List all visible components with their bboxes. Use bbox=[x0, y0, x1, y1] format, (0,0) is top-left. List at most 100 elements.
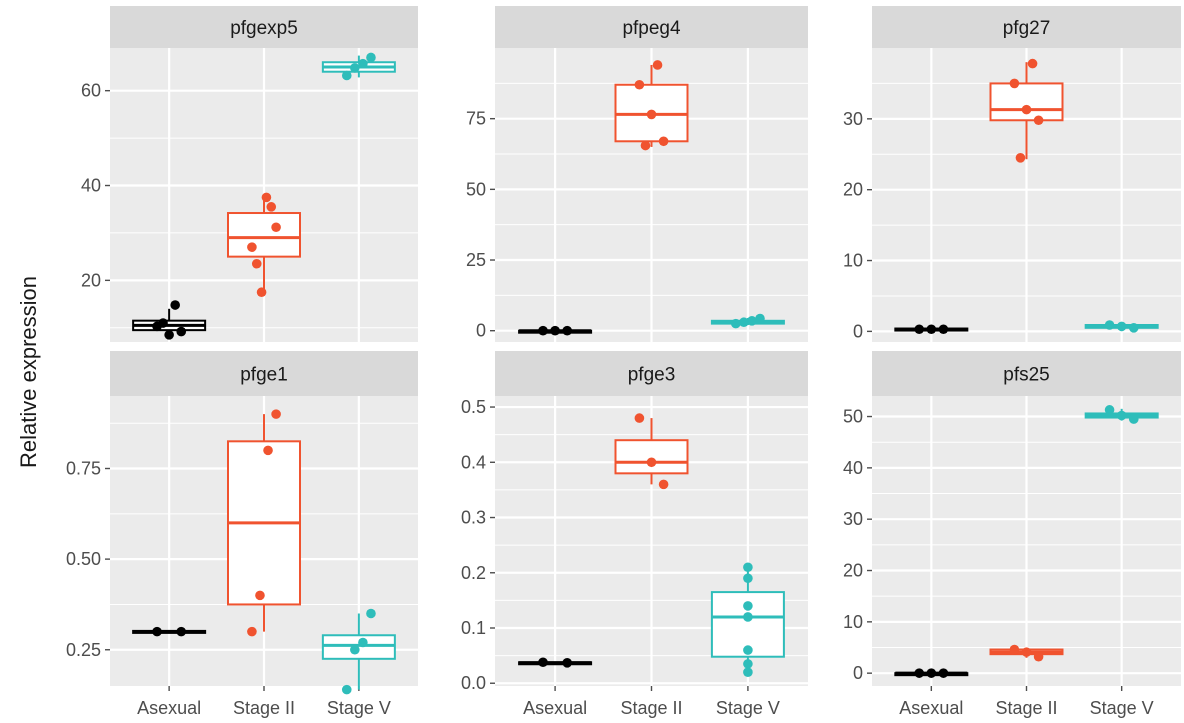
y-tick-label: 0.0 bbox=[461, 673, 486, 693]
point-pfg27-stage-ii bbox=[1033, 115, 1044, 126]
strip-pfge3 bbox=[495, 351, 808, 396]
y-tick-label: 0 bbox=[476, 321, 486, 341]
panel-pfpeg4: pfpeg4 0 25 50 75 bbox=[466, 6, 808, 342]
point-pfs25-stage-ii bbox=[1021, 647, 1032, 657]
point-pfge3-asexual bbox=[562, 658, 572, 668]
y-tick-label: 30 bbox=[843, 509, 863, 529]
point-pfgexp5-stage-v bbox=[366, 52, 376, 63]
point-pfge3-stage-ii bbox=[658, 479, 669, 490]
y-tick-label: 0.3 bbox=[461, 508, 486, 528]
y-axis-label: Relative expression bbox=[16, 276, 41, 468]
x-tick-label-asexual: Asexual bbox=[523, 698, 587, 718]
y-tick-label: 50 bbox=[843, 407, 863, 427]
point-pfg27-asexual bbox=[926, 324, 937, 335]
point-pfge3-stage-ii bbox=[634, 413, 645, 423]
point-pfgexp5-asexual bbox=[170, 300, 180, 310]
point-pfge1-stage-ii bbox=[271, 409, 281, 419]
box-pfge3-stage-ii bbox=[614, 439, 689, 475]
point-pfpeg4-stage-v bbox=[755, 313, 765, 324]
strip-pfg27 bbox=[872, 6, 1181, 48]
point-pfgexp5-asexual bbox=[176, 326, 187, 337]
strip-title-pfge1: pfge1 bbox=[240, 365, 288, 386]
point-pfgexp5-stage-v bbox=[350, 63, 360, 73]
y-tick-label: 40 bbox=[81, 176, 101, 196]
point-pfgexp5-stage-ii bbox=[256, 287, 267, 298]
point-pfge3-stage-v bbox=[743, 667, 753, 677]
point-pfge3-stage-ii bbox=[646, 457, 657, 468]
strip-pfpeg4 bbox=[495, 6, 808, 48]
y-tick-label: 0.5 bbox=[461, 397, 486, 417]
point-pfgexp5-stage-ii bbox=[247, 242, 257, 252]
y-tick-label: 60 bbox=[81, 81, 101, 101]
point-pfgexp5-stage-ii bbox=[251, 258, 262, 269]
y-tick-label: 20 bbox=[843, 180, 863, 200]
point-pfgexp5-stage-v bbox=[341, 70, 352, 81]
point-pfpeg4-stage-ii bbox=[652, 60, 663, 70]
y-tick-label: 20 bbox=[843, 561, 863, 581]
box-pfge1-stage-v bbox=[321, 634, 396, 660]
point-pfge3-stage-v bbox=[743, 645, 753, 655]
x-tick-label-stage-ii: Stage II bbox=[995, 698, 1057, 718]
strip-pfge1 bbox=[110, 351, 418, 396]
panel-pfg27: pfg27 0 10 20 30 bbox=[843, 6, 1181, 342]
point-pfge1-stage-ii bbox=[255, 590, 265, 601]
point-pfg27-stage-v bbox=[1104, 320, 1115, 330]
y-tick-label: 30 bbox=[843, 109, 863, 129]
point-pfs25-stage-v bbox=[1128, 414, 1139, 424]
point-pfg27-stage-ii bbox=[1027, 58, 1038, 69]
y-tick-label: 10 bbox=[843, 251, 863, 271]
y-tick-label: 0.4 bbox=[461, 452, 486, 472]
x-tick-label-asexual: Asexual bbox=[137, 698, 201, 718]
x-tick-label-stage-ii: Stage II bbox=[233, 698, 295, 718]
point-pfpeg4-asexual bbox=[562, 325, 572, 336]
panel-pfgexp5: pfgexp5 20 40 60 bbox=[81, 6, 418, 342]
point-pfg27-stage-ii bbox=[1015, 153, 1026, 163]
point-pfge1-stage-v bbox=[366, 608, 376, 619]
box-pfg27-stage-ii bbox=[989, 82, 1064, 122]
strip-title-pfpeg4: pfpeg4 bbox=[622, 18, 681, 39]
y-tick-label: 0.1 bbox=[461, 618, 486, 638]
point-pfg27-stage-v bbox=[1116, 321, 1127, 332]
point-pfpeg4-stage-ii bbox=[640, 140, 651, 151]
point-pfge1-stage-ii bbox=[263, 445, 273, 456]
x-tick-label-stage-v: Stage V bbox=[716, 698, 780, 718]
point-pfpeg4-stage-ii bbox=[634, 79, 645, 90]
point-pfpeg4-stage-v bbox=[747, 315, 757, 326]
point-pfgexp5-stage-ii bbox=[266, 202, 277, 212]
box-pfgexp5-stage-ii bbox=[227, 212, 301, 258]
strip-pfs25 bbox=[872, 351, 1181, 396]
x-tick-label-stage-ii: Stage II bbox=[620, 698, 682, 718]
point-pfg27-stage-ii bbox=[1021, 104, 1032, 115]
panel-pfs25: pfs25 0 10 20 30 40 50 Asexual Stage II Stage V bbox=[843, 351, 1181, 718]
point-pfg27-stage-ii bbox=[1009, 78, 1020, 89]
point-pfge3-stage-v bbox=[743, 573, 753, 584]
point-pfgexp5-asexual bbox=[158, 318, 168, 328]
panel-pfge1: pfge1 0.25 0.50 0.75 Asexual Stage II Stage V bbox=[66, 351, 418, 718]
y-tick-label: 40 bbox=[843, 458, 863, 478]
x-tick-label-stage-v: Stage V bbox=[327, 698, 391, 718]
point-pfpeg4-stage-ii bbox=[658, 136, 669, 147]
point-pfpeg4-asexual bbox=[538, 325, 548, 336]
point-pfgexp5-stage-ii bbox=[271, 222, 281, 233]
point-pfge1-stage-v bbox=[350, 644, 360, 655]
point-pfpeg4-stage-v bbox=[731, 318, 741, 329]
panel-pfge3: pfge3 0.0 0.1 0.2 0.3 0.4 0.5 Asexual Stage II St… bbox=[461, 351, 808, 718]
y-tick-label: 20 bbox=[81, 270, 101, 290]
point-pfs25-asexual bbox=[914, 668, 925, 678]
facet-panels: pfgexp5204060pfpeg40255075pfg270102030pf… bbox=[66, 6, 1181, 718]
y-tick-label: 0.25 bbox=[66, 640, 101, 660]
y-tick-label: 25 bbox=[466, 250, 486, 270]
point-pfge1-asexual bbox=[176, 626, 187, 637]
y-tick-label: 50 bbox=[466, 179, 486, 199]
point-pfge1-stage-ii bbox=[247, 626, 257, 637]
point-pfs25-stage-v bbox=[1104, 405, 1115, 415]
point-pfs25-asexual bbox=[926, 668, 937, 678]
y-tick-label: 0.75 bbox=[66, 459, 101, 479]
point-pfgexp5-stage-v bbox=[358, 58, 368, 69]
point-pfg27-asexual bbox=[938, 324, 949, 335]
y-tick-label: 0.50 bbox=[66, 549, 101, 569]
x-tick-label-stage-v: Stage V bbox=[1090, 698, 1154, 718]
point-pfs25-stage-v bbox=[1116, 410, 1127, 421]
point-pfpeg4-asexual bbox=[550, 325, 560, 336]
